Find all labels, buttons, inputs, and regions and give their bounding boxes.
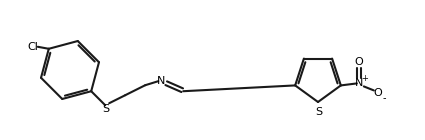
Text: +: + [361,74,368,83]
Text: N: N [157,76,165,86]
Text: S: S [315,107,323,117]
Text: O: O [354,57,363,67]
Text: N: N [354,78,363,88]
Text: S: S [103,104,110,114]
Text: Cl: Cl [27,42,38,52]
Text: O: O [374,88,382,98]
Text: -: - [382,93,385,103]
